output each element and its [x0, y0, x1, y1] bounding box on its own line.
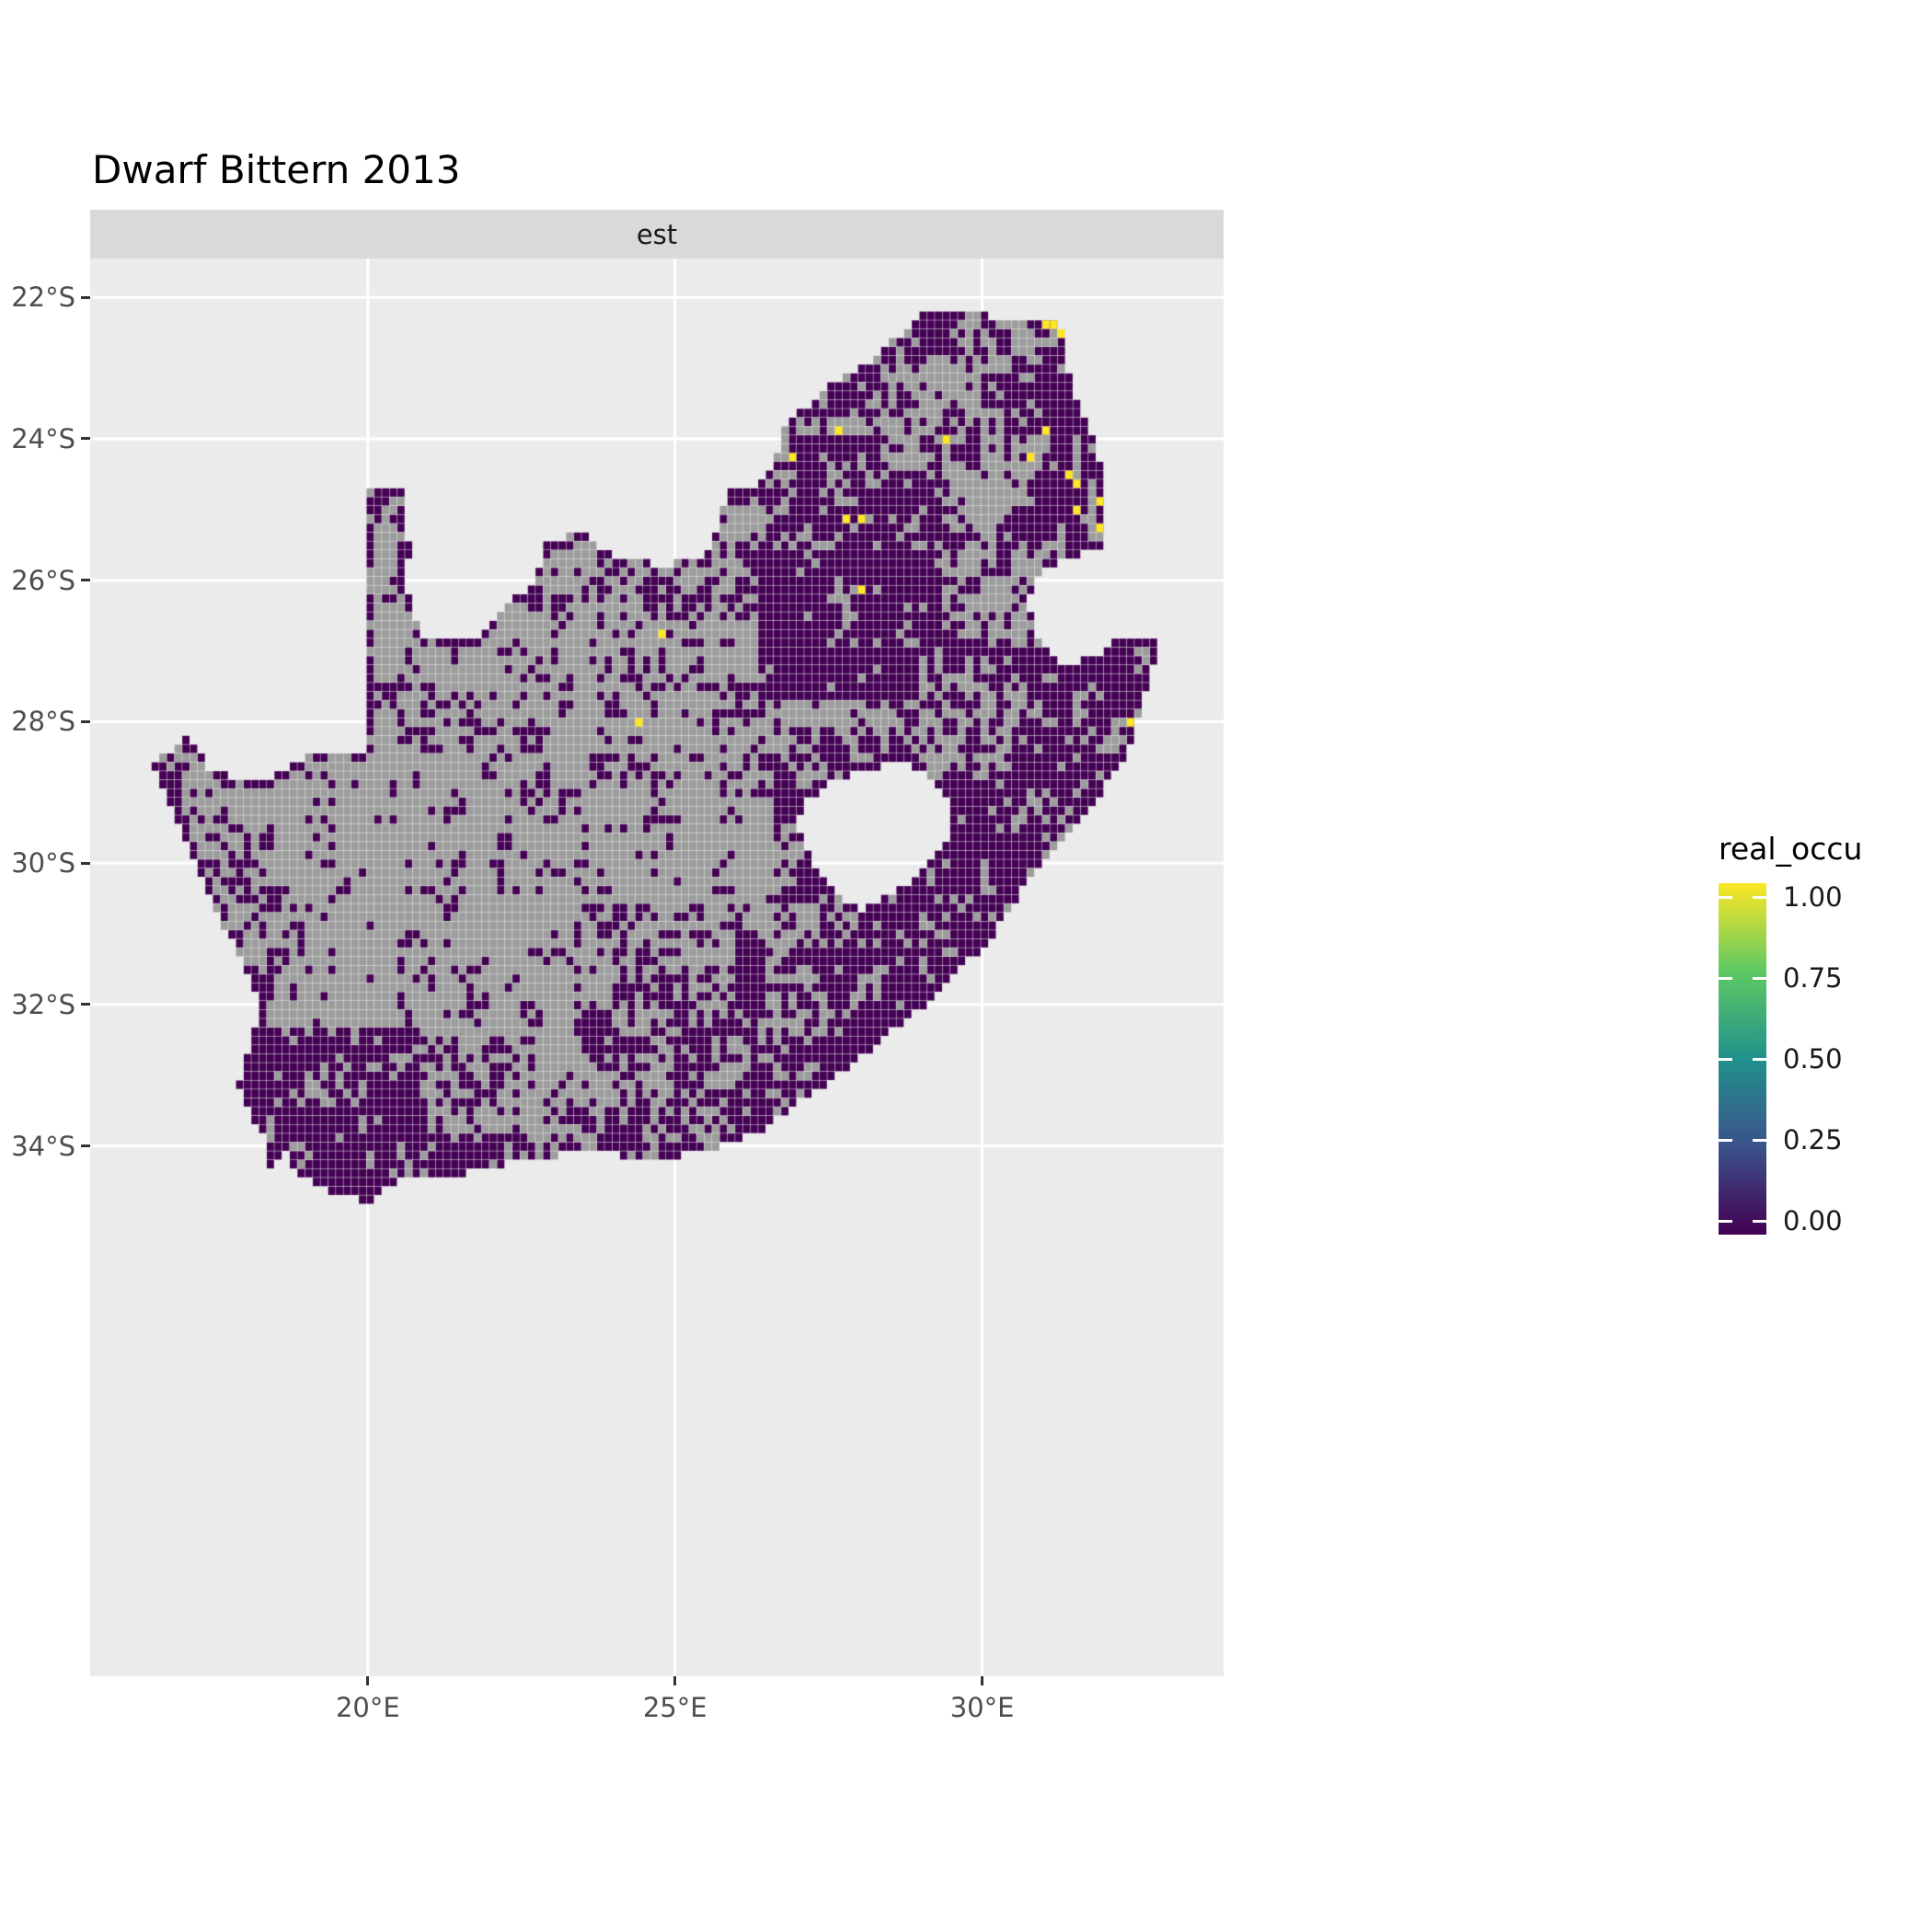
legend-tick: [1753, 1138, 1766, 1142]
x-axis-tick: [673, 1676, 677, 1685]
x-axis-label: 20°E: [335, 1692, 400, 1723]
y-axis-label: 28°S: [11, 706, 75, 738]
map-canvas: [90, 259, 1224, 1676]
legend-tick: [1753, 976, 1766, 980]
legend-label: 1.00: [1783, 881, 1843, 913]
legend-title: real_occu: [1719, 831, 1863, 867]
x-axis-label: 25°E: [642, 1692, 707, 1723]
y-axis-label: 32°S: [11, 988, 75, 1020]
y-axis-tick: [81, 861, 90, 865]
plot-panel: [90, 259, 1224, 1676]
legend-label: 0.00: [1783, 1205, 1843, 1236]
legend-tick: [1719, 976, 1732, 980]
y-axis-label: 26°S: [11, 564, 75, 596]
legend-tick: [1753, 895, 1766, 899]
legend-label: 0.25: [1783, 1124, 1843, 1156]
y-axis-label: 24°S: [11, 422, 75, 454]
y-axis-tick: [81, 1003, 90, 1006]
legend-tick: [1719, 895, 1732, 899]
plot-title: Dwarf Bittern 2013: [92, 147, 461, 192]
legend-tick: [1753, 1057, 1766, 1061]
legend-tick: [1719, 1138, 1732, 1142]
y-axis-tick: [81, 719, 90, 723]
legend-tick: [1719, 1219, 1732, 1223]
facet-strip: est: [90, 210, 1224, 259]
y-axis-label: 22°S: [11, 282, 75, 314]
y-axis-tick: [81, 437, 90, 441]
y-axis-label: 34°S: [11, 1130, 75, 1162]
x-axis-tick: [366, 1676, 370, 1685]
y-axis-tick: [81, 1144, 90, 1148]
x-axis-label: 30°E: [949, 1692, 1015, 1723]
legend-label: 0.75: [1783, 962, 1843, 994]
legend-label: 0.50: [1783, 1043, 1843, 1075]
y-axis-tick: [81, 295, 90, 299]
legend-tick: [1719, 1057, 1732, 1061]
x-axis-tick: [981, 1676, 984, 1685]
y-axis-label: 30°S: [11, 847, 75, 880]
legend-tick: [1753, 1219, 1766, 1223]
facet-label: est: [636, 218, 678, 250]
y-axis-tick: [81, 579, 90, 582]
